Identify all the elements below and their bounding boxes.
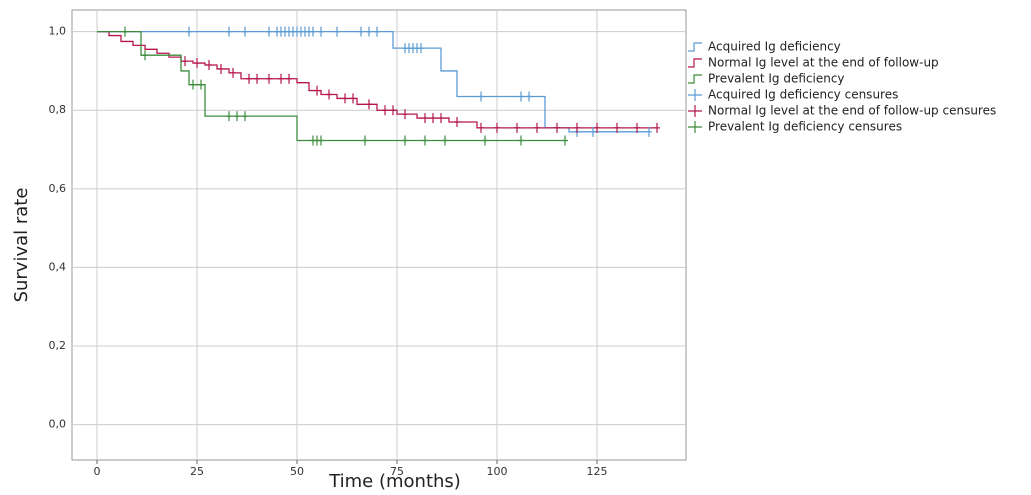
censor-mark — [438, 113, 444, 124]
censor-mark — [534, 122, 540, 133]
censor-mark — [590, 126, 596, 137]
y-tick-label: 0,4 — [49, 260, 67, 273]
censor-mark — [194, 58, 200, 69]
x-tick-label: 100 — [487, 465, 508, 478]
censor-mark — [366, 26, 372, 37]
censor-mark — [182, 56, 188, 67]
censor-mark — [382, 105, 388, 116]
censor-mark — [254, 73, 260, 84]
censor-mark — [246, 73, 252, 84]
censor-mark — [478, 91, 484, 102]
legend-label: Normal Ig level at the end of follow-up … — [708, 104, 996, 118]
censor-mark — [334, 26, 340, 37]
censor-mark — [374, 26, 380, 37]
legend-label: Acquired Ig deficiency — [708, 40, 841, 54]
censor-mark — [654, 122, 660, 133]
censor-mark — [230, 67, 236, 78]
y-axis-title: Survival rate — [11, 188, 32, 303]
censor-mark — [326, 89, 332, 100]
censor-mark — [526, 91, 532, 102]
x-axis-title: Time (months) — [328, 471, 461, 492]
censor-mark — [478, 122, 484, 133]
x-tick-label: 75 — [390, 465, 404, 478]
censor-mark — [594, 122, 600, 133]
censor-mark — [482, 135, 488, 146]
censor-mark — [418, 43, 424, 54]
plot-area — [71, 9, 687, 461]
censor-mark — [614, 122, 620, 133]
censor-mark — [266, 73, 272, 84]
censor-mark — [646, 126, 652, 137]
censor-mark — [422, 113, 428, 124]
censor-mark — [314, 85, 320, 96]
censor-mark — [362, 135, 368, 146]
censor-mark — [226, 111, 232, 122]
censor-mark — [366, 99, 372, 110]
y-tick-label: 0,6 — [49, 182, 67, 195]
legend-label: Normal Ig level at the end of follow-up — [708, 56, 939, 70]
censor-mark — [198, 79, 204, 90]
censor-mark — [226, 26, 232, 37]
censor-mark — [142, 50, 148, 61]
legend-icon — [688, 74, 702, 84]
censor-mark — [514, 122, 520, 133]
censor-mark — [554, 122, 560, 133]
legend-icon — [688, 58, 702, 68]
legend-icon — [688, 89, 702, 101]
survival-curve — [97, 30, 565, 142]
censor-mark — [310, 26, 316, 37]
y-tick-label: 0,0 — [49, 418, 67, 431]
x-tick-label: 25 — [190, 465, 204, 478]
x-tick-label: 125 — [587, 465, 608, 478]
censor-mark — [518, 135, 524, 146]
censor-mark — [454, 117, 460, 128]
censor-mark — [402, 135, 408, 146]
censor-mark — [402, 109, 408, 120]
censor-mark — [430, 113, 436, 124]
censor-mark — [634, 122, 640, 133]
censor-mark — [350, 93, 356, 104]
censor-mark — [242, 26, 248, 37]
censor-mark — [518, 91, 524, 102]
censor-mark — [278, 73, 284, 84]
censor-mark — [286, 73, 292, 84]
censor-mark — [318, 26, 324, 37]
legend-label: Prevalent Ig deficiency censures — [708, 120, 902, 134]
x-tick-label: 50 — [290, 465, 304, 478]
y-tick-label: 0,2 — [49, 339, 67, 352]
censor-mark — [234, 111, 240, 122]
censor-mark — [422, 135, 428, 146]
censor-mark — [206, 60, 212, 71]
censor-mark — [186, 26, 192, 37]
censor-mark — [190, 79, 196, 90]
censor-mark — [242, 111, 248, 122]
censor-mark — [218, 63, 224, 74]
censor-mark — [494, 122, 500, 133]
legend-icon — [688, 42, 702, 52]
legend-icon — [688, 105, 702, 117]
y-tick-label: 1,0 — [49, 25, 67, 38]
censor-mark — [442, 135, 448, 146]
censor-mark — [266, 26, 272, 37]
legend-label: Acquired Ig deficiency censures — [708, 88, 898, 102]
censor-mark — [342, 93, 348, 104]
censor-mark — [122, 26, 128, 37]
censor-mark — [574, 122, 580, 133]
survival-curve — [97, 30, 649, 133]
censor-mark — [358, 26, 364, 37]
legend-label: Prevalent Ig deficiency — [708, 72, 845, 86]
y-tick-label: 0,8 — [49, 103, 67, 116]
legend-icon — [688, 121, 702, 133]
x-tick-label: 0 — [94, 465, 101, 478]
censor-mark — [562, 135, 568, 146]
censor-mark — [390, 105, 396, 116]
censor-mark — [318, 135, 324, 146]
